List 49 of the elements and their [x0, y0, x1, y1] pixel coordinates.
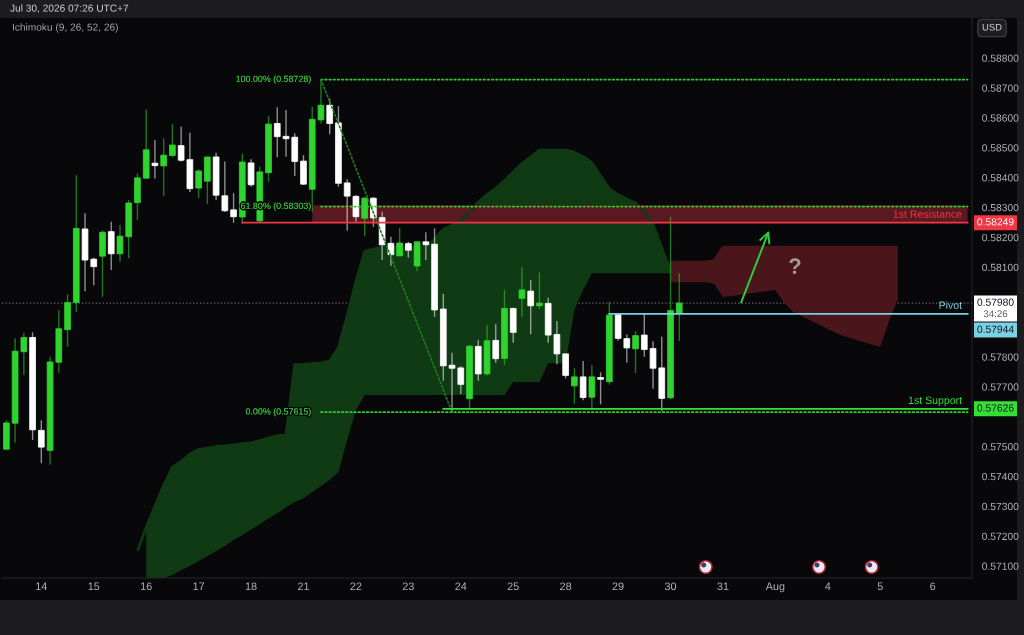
y-tick-label: 0.58200	[982, 233, 1019, 242]
text: 34:26	[983, 310, 1008, 318]
x-tick-label: 23	[402, 582, 414, 591]
series-label: 1st Support	[908, 396, 962, 407]
annotation: Ichimoku (9, 26, 52, 26)	[12, 23, 118, 33]
x-tick-label: 6	[930, 582, 936, 591]
annotation: 0.00% (0.57615)	[245, 408, 311, 417]
x-tick-label: 18	[245, 582, 257, 591]
x-tick-label: 22	[350, 582, 362, 591]
text: Jul 30, 2026 07:26 UTC+7	[10, 4, 129, 13]
y-tick-label: 0.58100	[982, 263, 1019, 272]
y-tick-label: 0.57800	[982, 353, 1019, 361]
line-series	[320, 78, 453, 413]
y-tick-label: 0.57300	[982, 502, 1019, 511]
data-label: 0.58249	[977, 218, 1014, 226]
annotation: ?	[789, 258, 801, 274]
annotation: 100.00% (0.58728)	[236, 75, 311, 84]
x-tick-label: 29	[612, 582, 624, 591]
y-tick-label: 0.57100	[982, 562, 1019, 570]
x-tick-label: 4	[825, 582, 831, 591]
x-tick-label: 17	[193, 582, 205, 591]
x-tick-label: 5	[877, 582, 883, 591]
y-tick-label: 0.58700	[982, 84, 1019, 92]
x-tick-label: 31	[717, 582, 729, 591]
x-tick-label: 24	[455, 582, 467, 591]
y-tick-label: 0.58600	[982, 114, 1019, 122]
data-label: 0.57626	[977, 404, 1014, 412]
data-label: 0.57944	[977, 325, 1014, 333]
y-tick-label: 0.57400	[982, 472, 1019, 481]
x-tick-label: 21	[298, 582, 309, 591]
x-tick-label: 14	[36, 582, 48, 591]
series-label: Pivot	[939, 301, 962, 309]
ref-line-label: 0.57980	[977, 298, 1014, 306]
series-label: 1st Resistance	[893, 210, 962, 218]
x-tick-label: 25	[507, 582, 519, 591]
x-tick-label: Aug	[765, 582, 785, 593]
candlestick	[562, 353, 569, 380]
x-tick-label: 28	[560, 582, 572, 591]
y-tick-label: 0.58400	[982, 174, 1019, 182]
x-tick-label: 15	[88, 582, 100, 591]
y-tick-label: 0.58500	[982, 144, 1019, 152]
y-tick-label: 0.57700	[982, 383, 1019, 391]
y-tick-label: 0.57200	[982, 532, 1019, 540]
x-tick-label: 30	[664, 582, 677, 591]
text: USD	[982, 23, 1002, 31]
y-tick-label: 0.58300	[982, 204, 1019, 212]
y-tick-label: 0.57500	[982, 443, 1019, 451]
y-tick-label: 0.58800	[982, 54, 1019, 62]
x-tick-label: 16	[140, 582, 152, 591]
